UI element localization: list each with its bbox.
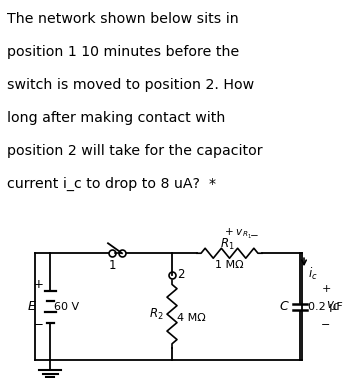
Text: −: −	[321, 320, 331, 330]
Text: current i_c to drop to 8 uA?  *: current i_c to drop to 8 uA? *	[7, 177, 216, 191]
Text: $v_C$: $v_C$	[326, 300, 341, 313]
Text: $R_1$: $R_1$	[220, 237, 235, 252]
Text: position 1 10 minutes before the: position 1 10 minutes before the	[7, 45, 239, 59]
Text: long after making contact with: long after making contact with	[7, 111, 225, 125]
Text: The network shown below sits in: The network shown below sits in	[7, 12, 239, 26]
Text: −: −	[34, 318, 44, 331]
Text: E: E	[28, 300, 36, 313]
Text: +: +	[321, 284, 331, 294]
Text: 4 MΩ: 4 MΩ	[177, 313, 206, 323]
Text: −: −	[250, 231, 258, 241]
Text: switch is moved to position 2. How: switch is moved to position 2. How	[7, 78, 254, 92]
Text: +: +	[34, 278, 44, 291]
Text: 0.2 μF: 0.2 μF	[308, 302, 343, 311]
Text: 2: 2	[177, 268, 185, 281]
Text: 1: 1	[108, 259, 116, 272]
Text: $R_2$: $R_2$	[149, 307, 164, 322]
Text: C: C	[279, 300, 288, 313]
Text: 60 V: 60 V	[54, 302, 79, 311]
Text: $i_c$: $i_c$	[308, 266, 318, 282]
Text: 1 MΩ: 1 MΩ	[215, 260, 244, 270]
Text: + $v_{R_1}$: + $v_{R_1}$	[225, 227, 252, 241]
Text: position 2 will take for the capacitor: position 2 will take for the capacitor	[7, 144, 263, 158]
